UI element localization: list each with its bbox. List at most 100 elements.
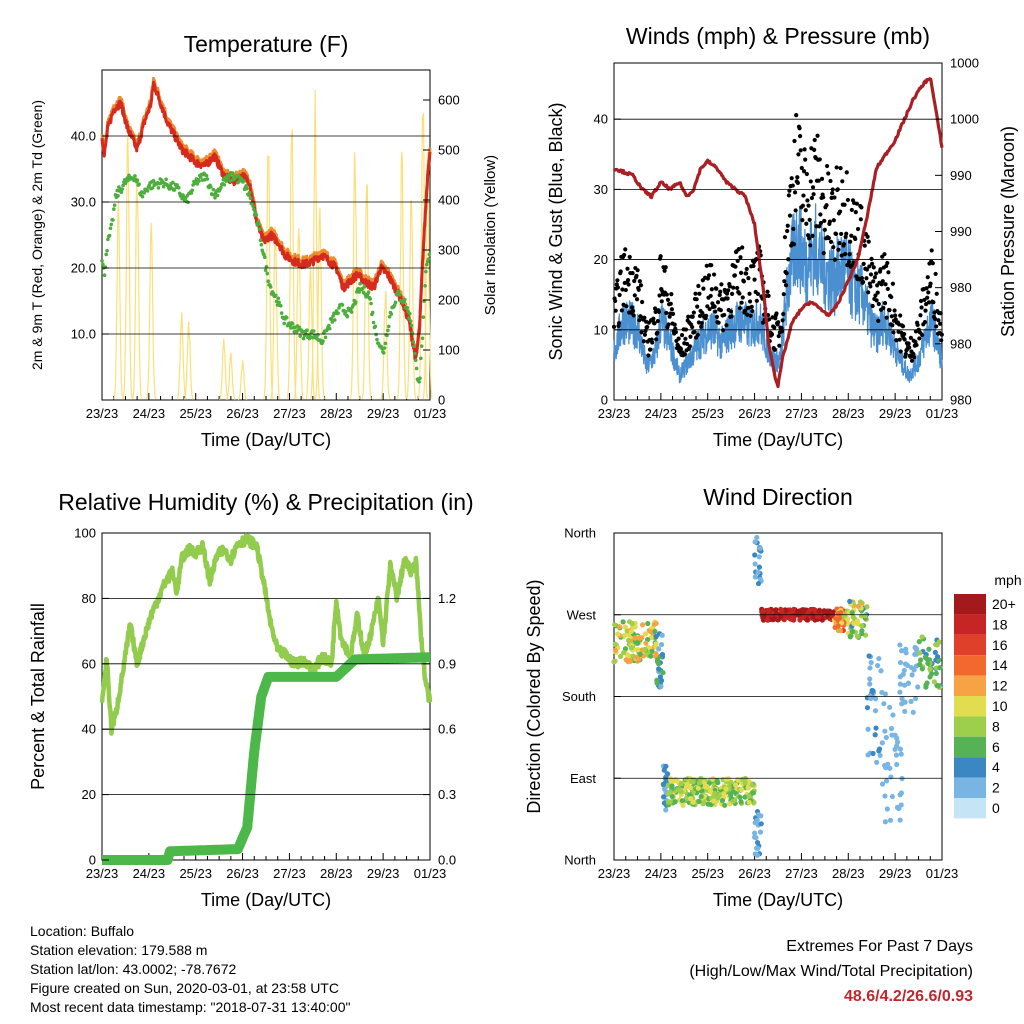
dewpoint-point xyxy=(241,179,246,183)
gust-point xyxy=(695,304,700,309)
extremes-values: 48.6/4.2/26.6/0.93 xyxy=(844,988,973,1005)
gust-point xyxy=(903,351,908,357)
gust-point xyxy=(933,271,938,277)
gust-point xyxy=(808,179,813,184)
direction-point xyxy=(653,633,659,639)
direction-point xyxy=(926,646,932,652)
humidity-ytick-right-label: 0.6 xyxy=(438,722,456,737)
humidity-title: Relative Humidity (%) & Precipitation (i… xyxy=(58,489,473,515)
gust-point xyxy=(650,340,655,345)
gust-point xyxy=(711,272,717,277)
direction-point xyxy=(695,785,701,791)
humidity-ytick-label: 60 xyxy=(82,656,96,671)
direction-ylabel: Direction (Colored By Speed) xyxy=(524,579,544,813)
direction-point xyxy=(680,802,686,808)
dewpoint-point xyxy=(383,341,388,346)
gust-point xyxy=(697,291,702,296)
dewpoint-point xyxy=(271,291,276,296)
solar-spike xyxy=(183,321,194,400)
gust-point xyxy=(822,218,827,224)
gust-point xyxy=(938,311,943,316)
direction-point xyxy=(867,693,873,699)
direction-point xyxy=(725,776,731,782)
gust-point xyxy=(709,287,714,292)
winds-xtick-label: 28/23 xyxy=(832,406,865,421)
gust-point xyxy=(938,321,943,326)
gust-point xyxy=(726,288,731,293)
gust-point xyxy=(925,295,930,300)
direction-point xyxy=(698,793,704,800)
humidity-xtick-label: 26/23 xyxy=(226,866,259,881)
winds-ytick-right-label: 980 xyxy=(950,393,972,408)
temp-ylabel: 2m & 9m T (Red, Orange) & 2m Td (Green) xyxy=(29,100,45,370)
dewpoint-point xyxy=(408,311,412,316)
gust-point xyxy=(632,278,637,284)
direction-point xyxy=(932,649,938,656)
direction-point xyxy=(790,615,796,621)
gust-point xyxy=(709,263,714,268)
gust-point xyxy=(816,178,821,183)
direction-point xyxy=(931,679,937,685)
humidity-ytick-right-label: 0.0 xyxy=(438,853,456,868)
gust-point xyxy=(871,265,876,270)
direction-point xyxy=(661,794,667,800)
gust-point xyxy=(691,310,696,315)
direction-point xyxy=(865,752,871,758)
gust-point xyxy=(926,300,931,305)
direction-point xyxy=(867,676,873,682)
gust-point xyxy=(912,355,917,360)
gust-point xyxy=(625,266,630,271)
temp-ytick-label: 40.0 xyxy=(71,129,96,144)
gust-point xyxy=(718,289,723,294)
direction-point xyxy=(672,799,678,805)
gust-point xyxy=(907,345,912,350)
gust-point xyxy=(792,138,797,144)
direction-point xyxy=(757,545,763,551)
direction-point xyxy=(864,604,870,610)
gust-point xyxy=(798,148,803,153)
dewpoint-point xyxy=(254,213,259,217)
dewpoint-point xyxy=(257,227,262,232)
gust-point xyxy=(804,171,809,177)
gust-point xyxy=(740,295,745,300)
gust-point xyxy=(805,233,811,238)
solar-spike xyxy=(225,352,236,401)
gust-point xyxy=(754,298,759,303)
direction-point xyxy=(622,632,628,638)
dewpoint-point xyxy=(142,191,146,195)
dewpoint-point xyxy=(290,322,295,326)
temp-ytick-right-label: 500 xyxy=(438,143,460,158)
dewpoint-point xyxy=(284,315,289,320)
gust-point xyxy=(821,250,826,256)
direction-point xyxy=(898,802,904,808)
direction-point xyxy=(637,651,643,658)
gust-point xyxy=(682,352,687,357)
direction-point xyxy=(909,672,915,678)
gust-point xyxy=(873,293,878,298)
direction-point xyxy=(804,617,810,623)
gust-point xyxy=(683,336,688,341)
gust-point xyxy=(652,321,657,326)
legend-label: 14 xyxy=(992,657,1008,673)
dewpoint-point xyxy=(112,203,117,207)
dewpoint-point xyxy=(420,336,425,341)
dewpoint-point xyxy=(230,171,235,175)
direction-point xyxy=(722,802,728,808)
direction-point xyxy=(643,640,649,646)
direction-point xyxy=(658,641,665,648)
gust-point xyxy=(894,338,899,343)
direction-point xyxy=(669,793,675,800)
solar-spike xyxy=(146,222,157,400)
gust-point xyxy=(787,213,793,218)
gust-point xyxy=(803,208,808,213)
humidity-xlabel: Time (Day/UTC) xyxy=(201,890,331,910)
gust-point xyxy=(866,239,871,244)
dewpoint-point xyxy=(408,319,413,323)
direction-point xyxy=(640,622,646,628)
dewpoint-point xyxy=(354,300,358,304)
gust-point xyxy=(731,285,736,290)
direction-point xyxy=(883,734,889,741)
gust-point xyxy=(853,210,858,215)
gust-point xyxy=(738,270,744,275)
gust-point xyxy=(699,324,704,329)
